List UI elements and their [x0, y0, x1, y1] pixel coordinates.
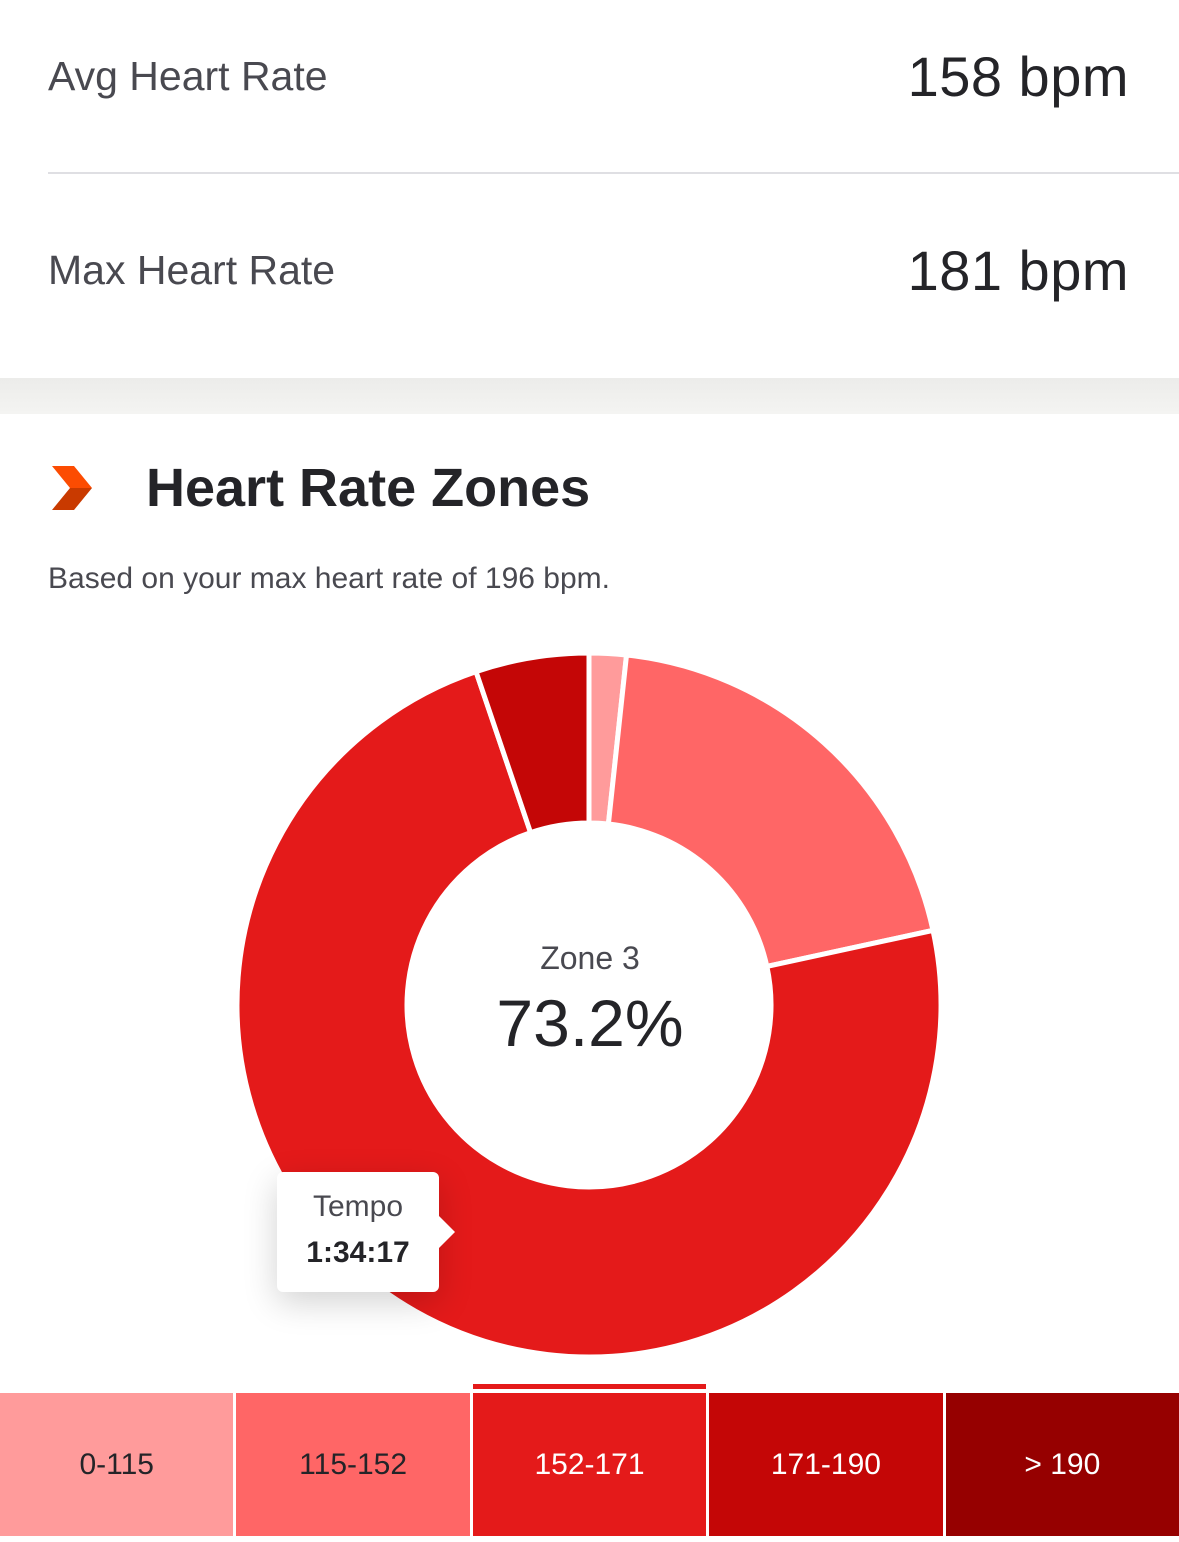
tooltip-label: Tempo: [312, 1190, 404, 1223]
donut-center-percent: 73.2%: [496, 986, 684, 1060]
zone-5-range: > 190: [1024, 1447, 1101, 1481]
zone-3-range: 152-171: [534, 1447, 645, 1481]
avg-heart-rate-row: Avg Heart Rate 158 bpm: [48, 16, 1179, 136]
zone-legend-bar: 0-115 115-152 152-171 171-190 > 190: [0, 1384, 1179, 1536]
zones-title: Heart Rate Zones: [146, 458, 591, 518]
section-separator: [0, 378, 1179, 414]
zone-tooltip: Tempo 1:34:17: [277, 1172, 455, 1292]
zone-2-range: 115-152: [299, 1447, 408, 1481]
max-heart-rate-row: Max Heart Rate 181 bpm: [48, 210, 1179, 330]
donut-center-zone: Zone 3: [540, 940, 640, 976]
chevron-right-icon: [52, 466, 92, 510]
avg-heart-rate-label: Avg Heart Rate: [48, 52, 328, 99]
tooltip-time: 1:34:17: [306, 1236, 410, 1269]
zones-subtitle: Based on your max heart rate of 196 bpm.: [48, 562, 610, 595]
zone-1-tab[interactable]: 0-115: [0, 1393, 237, 1536]
zones-header: Heart Rate Zones: [52, 448, 590, 528]
donut-slice-zone-2[interactable]: [605, 652, 936, 970]
donut-slice-zone-4[interactable]: [472, 650, 592, 836]
max-heart-rate-value: 181 bpm: [907, 238, 1129, 302]
max-heart-rate-label: Max Heart Rate: [48, 246, 336, 293]
zone-2-tab[interactable]: 115-152: [236, 1393, 473, 1536]
zone-4-range: 171-190: [770, 1447, 881, 1481]
stat-divider: [48, 172, 1179, 174]
zone-4-tab[interactable]: 171-190: [709, 1393, 946, 1536]
avg-heart-rate-value: 158 bpm: [907, 44, 1129, 108]
zone-3-tab[interactable]: 152-171: [472, 1384, 710, 1536]
zone-1-range: 0-115: [79, 1447, 154, 1481]
zone-5-tab[interactable]: > 190: [945, 1393, 1179, 1536]
